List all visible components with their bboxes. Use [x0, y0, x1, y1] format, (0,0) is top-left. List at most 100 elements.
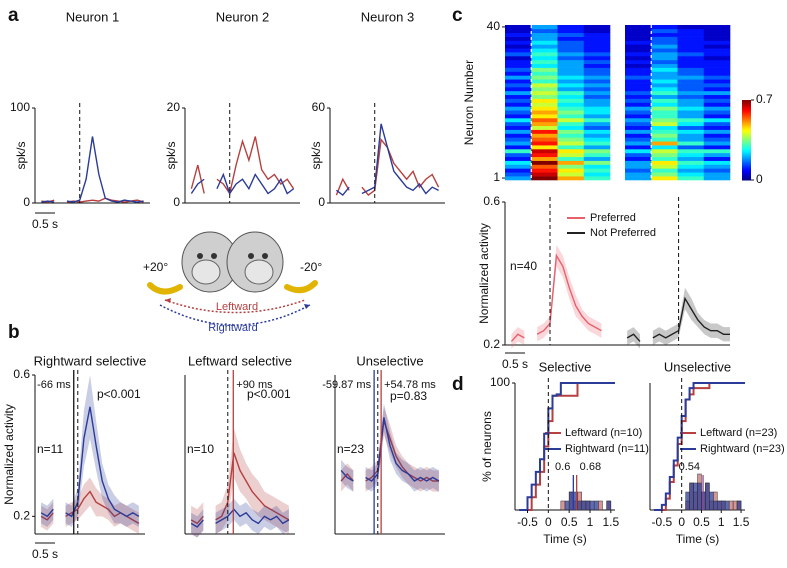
heat-cell	[703, 48, 731, 53]
heat-cell	[703, 56, 731, 61]
heat-cell	[625, 149, 652, 154]
heat-cell	[677, 106, 705, 111]
heat-cell	[531, 125, 558, 130]
histogram-bar	[585, 500, 591, 511]
heat-cell	[531, 75, 558, 80]
legend-label: Leftward (n=10)	[565, 427, 642, 439]
histogram-bar	[697, 482, 702, 511]
heat-cell	[583, 121, 611, 127]
heat-cell	[583, 114, 611, 119]
heat-cell	[677, 71, 705, 76]
heat-cell	[505, 71, 532, 76]
colorbar-segment	[742, 152, 751, 155]
heat-cell	[531, 156, 558, 161]
heat-cell	[531, 129, 558, 134]
annotation: p<0.001	[97, 387, 141, 401]
heat-cell	[625, 176, 652, 181]
heat-cell	[505, 114, 532, 119]
y-axis-label: Normalized activity	[2, 404, 16, 505]
heat-cell	[531, 59, 558, 65]
heat-cell	[677, 164, 705, 169]
heat-cell	[677, 90, 705, 96]
heat-cell	[557, 149, 585, 154]
heat-cell	[557, 172, 585, 177]
heat-cell	[531, 48, 558, 53]
colorbar-segment	[742, 112, 751, 115]
heat-cell	[531, 79, 558, 84]
heat-cell	[583, 63, 611, 68]
heat-cell	[583, 129, 611, 134]
heat-cell	[651, 83, 678, 88]
median-label: 0.6	[555, 461, 570, 473]
median-label: 0.54	[679, 461, 700, 473]
chart-title: Neuron 2	[216, 9, 269, 24]
colorbar-segment	[742, 164, 751, 167]
heat-cell	[583, 176, 611, 181]
heat-cell	[583, 75, 611, 80]
heat-cell	[557, 129, 585, 134]
heat-cell	[625, 32, 652, 37]
heat-cell	[703, 79, 731, 84]
heat-cell	[557, 168, 585, 173]
colorbar-segment	[742, 110, 751, 113]
histogram-bar	[593, 500, 599, 511]
chart-title: Neuron 1	[66, 9, 119, 24]
colorbar-segment	[742, 172, 751, 175]
heat-cell	[703, 176, 731, 181]
colorbar-segment	[742, 166, 751, 169]
histogram-bar	[689, 482, 694, 511]
heat-cell	[625, 145, 652, 150]
colorbar-segment	[742, 120, 751, 123]
heat-cell	[531, 168, 558, 173]
heat-cell	[703, 87, 731, 92]
colorbar-segment	[742, 178, 751, 181]
heat-cell	[651, 59, 678, 65]
direction-label: Leftward	[216, 301, 258, 313]
heat-cell	[703, 94, 731, 99]
heat-cell	[651, 164, 678, 169]
heat-cell	[505, 156, 532, 161]
heat-cell	[505, 94, 532, 99]
colorbar-segment	[742, 116, 751, 119]
heat-cell	[505, 106, 532, 111]
scale-bar-label: 0.5 s	[502, 357, 528, 371]
heat-cell	[531, 40, 558, 45]
heat-cell	[557, 48, 585, 53]
heat-cell	[703, 121, 731, 127]
heat-cell	[651, 156, 678, 161]
heat-cell	[531, 114, 558, 119]
heat-cell	[531, 172, 558, 177]
histogram-bar	[717, 500, 722, 511]
heat-cell	[505, 36, 532, 41]
heat-cell	[651, 75, 678, 80]
heat-cell	[557, 59, 585, 65]
error-band	[341, 406, 439, 492]
cumulative-line	[519, 382, 615, 511]
heat-cell	[625, 102, 652, 107]
heat-cell	[531, 133, 558, 138]
colorbar-segment	[742, 138, 751, 141]
series-line	[340, 417, 440, 482]
heat-cell	[505, 67, 532, 72]
heat-cell	[677, 133, 705, 138]
heat-cell	[557, 40, 585, 45]
heat-cell	[625, 90, 652, 96]
heat-cell	[703, 63, 731, 68]
heat-cell	[625, 63, 652, 68]
colorbar-segment	[742, 130, 751, 133]
heat-cell	[651, 110, 678, 115]
heat-cell	[583, 125, 611, 130]
heat-cell	[651, 67, 678, 72]
heat-cell	[505, 129, 532, 134]
heat-cell	[531, 52, 558, 57]
heat-cell	[677, 121, 705, 127]
heat-cell	[583, 98, 611, 103]
histogram-bar	[721, 500, 726, 511]
heat-cell	[557, 176, 585, 181]
histogram-bar	[598, 500, 603, 511]
series-line	[335, 123, 439, 197]
heat-cell	[625, 71, 652, 76]
x-tick-label: 1	[587, 515, 594, 529]
heat-cell	[651, 114, 678, 119]
heat-cell	[651, 125, 678, 130]
